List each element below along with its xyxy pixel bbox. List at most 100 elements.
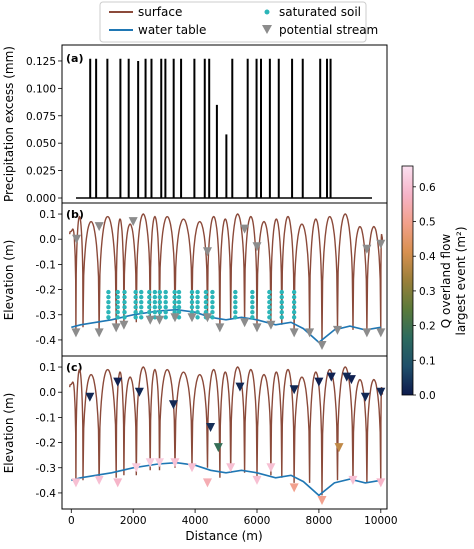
panel-b-saturated-point [189,304,195,310]
panel-b-saturated-point [147,289,152,295]
panel-b-saturated-point [267,294,272,300]
panel-b-saturated-point [267,299,272,305]
panel-b-stream-marker [305,328,315,338]
panel-b-saturated-point [106,304,111,310]
panel-b-saturated-point [291,299,297,305]
panel-b-saturated-point [139,294,144,300]
panel-b-stream-marker [289,328,299,338]
panel-c-xtick-label: 8000 [306,515,333,527]
panel-b-saturated-point [106,294,111,300]
panel-c-xtick-label: 2000 [120,515,147,527]
panel-b-saturated-point [106,315,111,320]
colorbar-ticks: 0.0 0.1 0.2 0.3 0.4 0.5 0.6 [413,182,436,402]
legend-water-table-label: water table [138,23,206,37]
panel-b-stream-marker [252,323,262,333]
panel-c-stream-marker [131,463,141,473]
panel-b-stream-marker [240,318,250,328]
panel-b-stream-marker [202,247,212,257]
panel-b-saturated-point [233,294,238,300]
colorbar: 0.0 0.1 0.2 0.3 0.4 0.5 0.6 Q overland flow la… [401,165,468,402]
panel-a-ytick-label: 0.125 [26,56,56,68]
panel-b-stream-marker [111,323,121,333]
colorbar-label-line1: Q overland flow [439,234,453,329]
panel-b-stream-marker [376,239,386,249]
panel-b-saturated-point [195,315,200,320]
panel-b-saturated-point [122,304,127,310]
panel-b-saturated-point [139,289,144,295]
panel-b-ytick-label: -0.1 [36,259,57,271]
panel-c-stream-marker [289,483,299,493]
panel-b-plot: 0.1 0.0 -0.1 -0.2 -0.3 -0.4 [36,209,386,350]
panel-b-saturated-point [291,304,297,310]
panel-b-saturated-point [267,310,272,315]
panel-b-ytick-label: -0.4 [36,335,57,347]
panel-c-stream-marker [113,478,123,488]
colorbar-tick-label: 0.0 [419,390,436,402]
colorbar-label-line2: largest event (m²) [454,226,468,335]
panel-b-saturated-point [133,315,138,320]
panel-b-saturated-point [163,289,168,295]
panel-a-ytick-label: 0.000 [26,193,56,205]
panel-b-saturated-point [133,304,138,310]
panel-b-saturated-point [250,310,255,315]
panel-b-saturated-point [291,310,297,315]
panel-a-ytick-label: 0.075 [26,111,56,123]
panel-b-stream-marker [317,340,327,350]
panel-c-ytick-label: -0.1 [36,412,57,424]
panel-c-stream-marker [326,372,336,382]
panel-b-saturated-point [189,289,195,295]
panel-c-ytick-label: -0.3 [36,463,57,475]
panel-b-saturated-point [189,294,195,300]
panel-c-water-table-line [71,461,381,497]
panel-b-saturated-point [203,304,209,310]
panel-c-stream-marker [134,387,144,397]
panel-c-xtick-label: 10000 [364,515,397,527]
panel-b-saturated-point [163,299,168,305]
panel-b-saturated-point [157,304,163,310]
panel-b-saturated-point [115,299,120,305]
panel-b-saturated-point [122,315,127,320]
panel-c-stream-marker [145,458,155,468]
panel-b-saturated-point [152,304,158,310]
panel-b-stream-marker [119,320,129,330]
panel-b-saturated-point [291,294,297,300]
panel-c-stream-marker [360,392,370,402]
panel-b-saturated-point [279,310,284,315]
panel-b-saturated-point [279,294,284,300]
legend-frame [99,1,367,43]
panel-c-stream-marker [168,400,178,410]
colorbar-tick-label: 0.3 [419,286,436,298]
panel-b-saturated-point [189,299,195,305]
panel-a-frame [61,44,388,204]
panel-a-ytick-label: 0.100 [26,83,56,95]
panel-b-stream-marker [128,217,138,227]
panel-a-plot: 0.000 0.025 0.050 0.075 0.100 0.125 [26,56,372,205]
panel-b-ytick-label: 0.0 [39,234,56,246]
panel-b-saturated-point [233,315,238,320]
panel-b-stream-marker [94,222,104,232]
panel-b-ytick-label: -0.3 [36,310,57,322]
panel-b-saturated-point [291,315,297,320]
panel-b-saturated-point [147,304,152,310]
panel-b-saturated-point [147,299,152,305]
panel-b-saturated-point [250,294,255,300]
panel-b-saturated-point [122,299,127,305]
panel-b-saturated-point [172,294,177,300]
colorbar-tick-label: 0.1 [419,355,436,367]
panel-b-saturated-point [210,289,215,295]
legend: surface saturated soil water table poten… [99,1,378,43]
panel-c-stream-marker [202,478,212,488]
panel-c-ytick-label: -0.2 [36,438,57,450]
colorbar-tick-label: 0.4 [419,251,436,263]
panel-b-stream-marker [71,328,81,338]
panel-b-stream-marker [145,315,155,325]
panel-a-ylabel: Precipitation excess (mm) [2,46,16,202]
panel-b-ytick-label: -0.2 [36,285,57,297]
panel-c-stream-marker [71,478,81,488]
panel-c-xtick-label: 0 [68,515,75,527]
panel-c-stream-marker [317,495,327,505]
panel-c-stream-marker [170,458,180,468]
panel-b-saturated-point [152,294,158,300]
panel-b-saturated-point [115,310,120,315]
